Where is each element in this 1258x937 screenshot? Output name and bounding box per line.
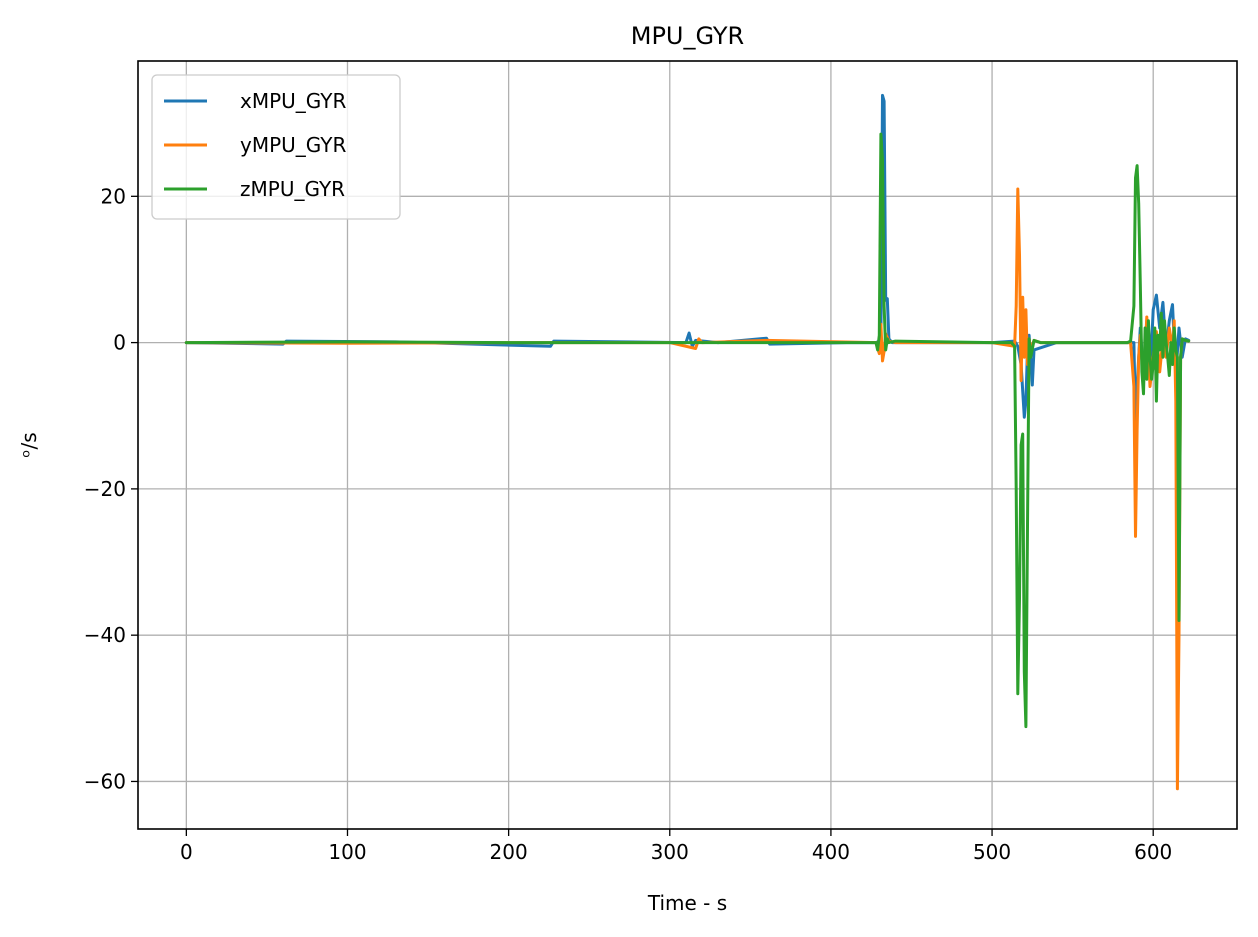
y-tick-label: −60 <box>84 769 126 793</box>
legend-label: yMPU_GYR <box>240 133 347 157</box>
y-axis-label: ᵒ/s <box>17 432 41 457</box>
chart-title: MPU_GYR <box>631 22 744 50</box>
legend-label: zMPU_GYR <box>240 177 345 201</box>
legend-label: xMPU_GYR <box>240 89 347 113</box>
y-tick-label: −40 <box>84 623 126 647</box>
x-tick-label: 300 <box>651 840 689 864</box>
y-tick-label: −20 <box>84 477 126 501</box>
x-tick-label: 200 <box>490 840 528 864</box>
legend: xMPU_GYR yMPU_GYR zMPU_GYR <box>152 75 400 219</box>
y-tick-label: 20 <box>101 184 126 208</box>
x-axis-label: Time - s <box>647 891 727 915</box>
x-tick-label: 600 <box>1134 840 1172 864</box>
y-tick-label: 0 <box>113 331 126 355</box>
x-tick-label: 0 <box>180 840 193 864</box>
x-tick-label: 100 <box>328 840 366 864</box>
x-tick-label: 400 <box>812 840 850 864</box>
x-tick-label: 500 <box>973 840 1011 864</box>
